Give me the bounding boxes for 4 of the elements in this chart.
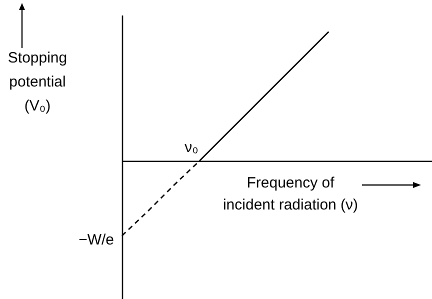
x-axis-title: Frequency of incident radiation (ν) bbox=[222, 174, 358, 214]
annotation: ν₀ bbox=[184, 138, 198, 156]
text: −W/e bbox=[78, 232, 114, 249]
y-axis-title: Stopping potential (V₀) bbox=[8, 50, 68, 114]
